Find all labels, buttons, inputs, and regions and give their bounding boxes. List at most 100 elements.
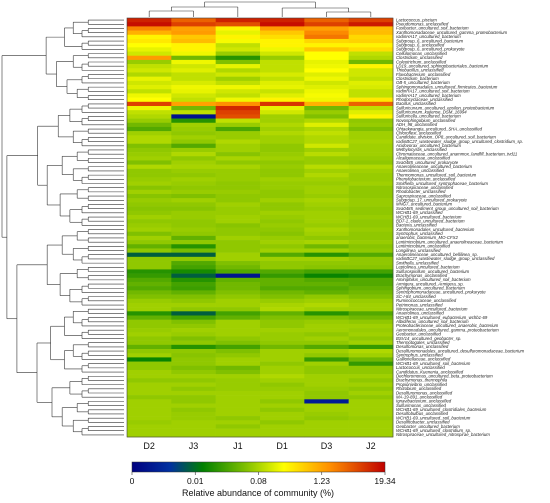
heatmap-cell — [260, 181, 305, 186]
heatmap-cell — [215, 22, 261, 27]
heatmap-cell — [304, 286, 349, 291]
heatmap-cell — [127, 227, 172, 232]
color-scale-bar — [131, 461, 386, 473]
heatmap-cell — [304, 143, 349, 149]
heatmap-cell — [260, 72, 305, 77]
heatmap-cell — [260, 185, 305, 191]
heatmap-cell — [348, 160, 394, 165]
heatmap-cell — [304, 340, 349, 346]
heatmap-cell — [215, 97, 261, 103]
scale-tick-label: 19.34 — [374, 476, 396, 486]
heatmap-cell — [348, 185, 394, 191]
heatmap-cell — [171, 126, 216, 132]
heatmap-cell — [348, 55, 394, 61]
heatmap-cell — [215, 101, 261, 107]
heatmap-cell — [171, 307, 216, 312]
heatmap-cell — [260, 231, 305, 237]
heatmap-cell — [127, 18, 172, 23]
heatmap-cell — [304, 55, 349, 61]
heatmap-cell — [215, 135, 261, 140]
heatmap-cell — [348, 286, 394, 291]
row-label: Cellulomonas_unclassified — [396, 51, 447, 56]
heatmap-cell — [348, 93, 394, 98]
heatmap-cell — [215, 386, 261, 392]
heatmap-cell — [127, 361, 172, 367]
heatmap-cell — [215, 365, 261, 371]
heatmap-cell — [260, 198, 305, 203]
heatmap-cell — [127, 365, 172, 371]
heatmap-cell — [348, 89, 394, 94]
heatmap-cell — [348, 378, 394, 383]
heatmap-cell — [304, 290, 349, 295]
row-label: Bacteria_unclassified — [396, 223, 437, 228]
heatmap-cell — [127, 210, 172, 216]
heatmap-cell — [348, 198, 394, 203]
heatmap-cell — [304, 189, 349, 195]
row-label: Rhodocyclaceae_unclassified — [396, 97, 453, 102]
heatmap-cell — [304, 428, 349, 434]
heatmap-cell — [348, 336, 394, 341]
heatmap-cell — [304, 328, 349, 333]
heatmap-cell — [348, 68, 394, 73]
heatmap-cell — [215, 210, 261, 216]
heatmap-cell — [171, 319, 216, 325]
heatmap-cell — [127, 395, 172, 400]
row-label: WCHB1-69_uncultured_soil_bacterium — [396, 361, 471, 366]
heatmap-cell — [215, 357, 261, 362]
heatmap-cell — [304, 206, 349, 212]
heatmap-cell — [304, 219, 349, 224]
heatmap-cell — [348, 43, 394, 48]
heatmap-cell — [215, 328, 261, 333]
heatmap-cell — [127, 244, 172, 249]
heatmap-cell — [127, 164, 172, 170]
row-label: MA-19-891_unclassified — [396, 394, 443, 399]
heatmap-cell — [304, 277, 349, 283]
row-label: Geobacter_uncultured_bacterium — [396, 424, 460, 429]
heatmap-cell — [348, 395, 394, 400]
row-label: Anaerolinea_unclassified — [395, 311, 444, 316]
column-labels: D2 J3 J1 D1 D3 J2 — [143, 441, 375, 451]
heatmap-cell — [127, 357, 172, 362]
heatmap-cell — [348, 294, 394, 300]
heatmap-cell — [171, 114, 216, 119]
heatmap-cell — [171, 160, 216, 165]
heatmap-cell — [127, 126, 172, 132]
heatmap-cell — [171, 432, 216, 438]
row-label: WCHB1-69_unclassified — [396, 210, 443, 215]
row-label: Thermomonas_uncultured_soil_bacterium — [396, 172, 477, 177]
heatmap-cell — [171, 336, 216, 341]
heatmap-cell — [215, 336, 261, 341]
heatmap-cell — [171, 340, 216, 346]
heatmap-cell — [260, 340, 305, 346]
heatmap-cell — [171, 80, 216, 86]
heatmap-cell — [348, 47, 394, 52]
heatmap-cell — [171, 26, 216, 31]
row-label: BD7-1_clade_uncultured_bacterium — [396, 218, 465, 223]
heatmap-cell — [348, 214, 394, 220]
heatmap-cell — [260, 152, 305, 157]
heatmap-cell — [215, 416, 261, 421]
row-label: Alcaligenaceae_unclassified — [395, 156, 451, 161]
heatmap-cell — [304, 202, 349, 207]
heatmap-cell — [171, 349, 216, 354]
heatmap-cell — [171, 315, 216, 320]
row-label: Methylocystis_unclassified — [396, 147, 447, 152]
heatmap-cell — [127, 323, 172, 329]
heatmap-cell — [171, 64, 216, 69]
heatmap-cell — [215, 80, 261, 86]
heatmap-cell — [348, 231, 394, 237]
heatmap-cell — [348, 189, 394, 195]
heatmap-cell — [348, 374, 394, 379]
heatmap-cell — [260, 349, 305, 354]
heatmap-cell — [127, 261, 172, 266]
heatmap-cell — [304, 89, 349, 94]
heatmap-cell — [171, 68, 216, 73]
heatmap-cell — [260, 273, 305, 279]
heatmap-cell — [260, 47, 305, 52]
row-label: OB-5_uncultured_bacterium — [396, 80, 450, 85]
heatmap-cell — [260, 416, 305, 421]
heatmap-cell — [171, 59, 216, 65]
heatmap-cell — [348, 416, 394, 421]
heatmap-cell — [171, 273, 216, 279]
heatmap-cell — [215, 105, 261, 111]
